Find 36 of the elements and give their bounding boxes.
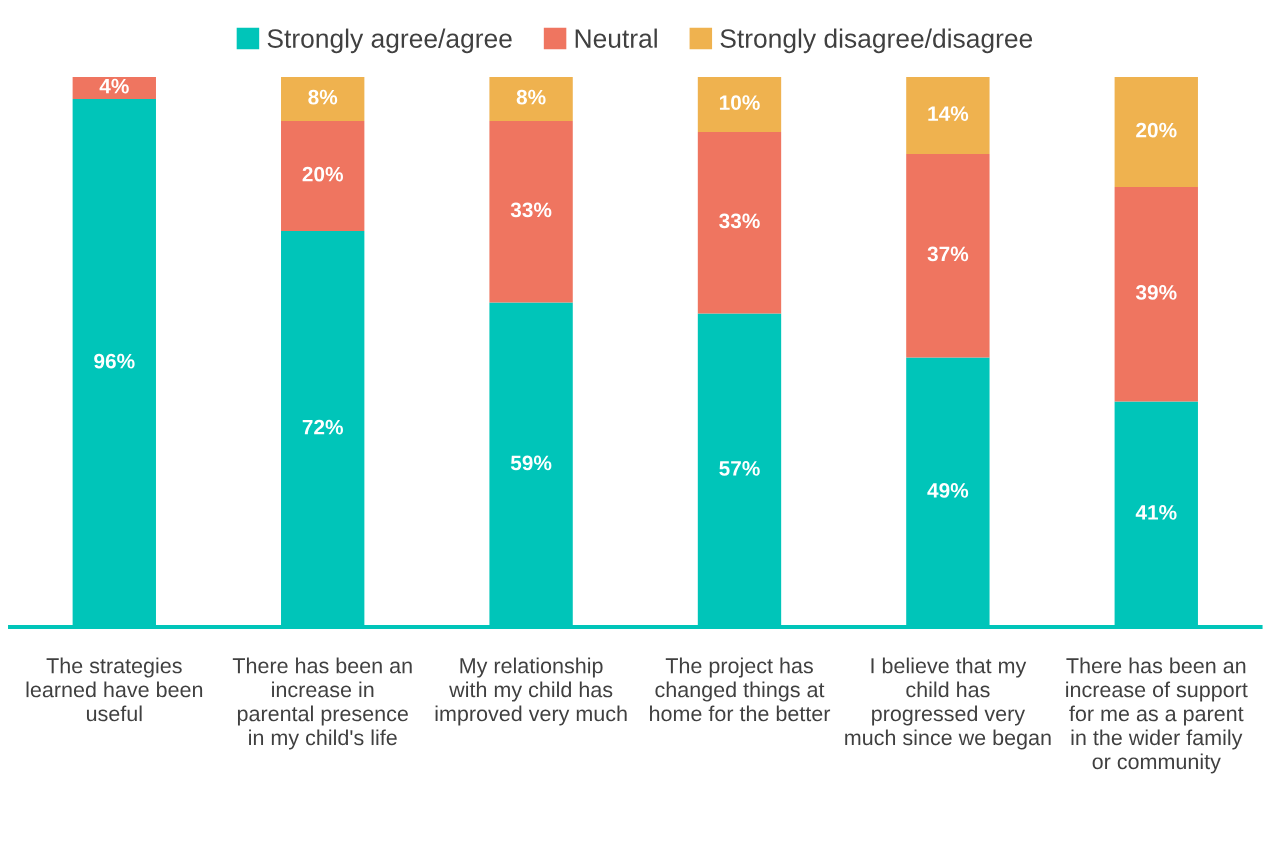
data-label: 33% bbox=[510, 202, 552, 218]
bar bbox=[1114, 186, 1198, 402]
x-tick-label: There has been an increase of support for me as a parent in the wider family or community bbox=[1066, 657, 1248, 774]
data-label: 10% bbox=[719, 95, 760, 110]
x-tick-label: I believe that my child has progressed very much since we began bbox=[845, 657, 1051, 750]
data-label: 4% bbox=[99, 78, 129, 94]
data-label: 72% bbox=[302, 419, 343, 435]
x-tick-label: My relationship with my child has improved very much bbox=[435, 657, 627, 726]
bar bbox=[906, 76, 990, 154]
x-tick-label: There has been an increase in parental presence in my child's life bbox=[232, 657, 412, 750]
data-label: 39% bbox=[1135, 285, 1177, 300]
data-label: 33% bbox=[719, 213, 760, 229]
data-label: 20% bbox=[302, 166, 343, 182]
bar bbox=[281, 120, 365, 231]
data-label: 41% bbox=[1135, 505, 1177, 520]
data-label: 14% bbox=[928, 106, 969, 121]
bar bbox=[489, 76, 573, 121]
bar bbox=[281, 76, 365, 121]
data-label: 8% bbox=[308, 89, 338, 105]
legend-label: Strongly agree/agree bbox=[267, 28, 512, 54]
x-tick-label: The strategies learned have been useful bbox=[26, 657, 203, 722]
data-label: 49% bbox=[927, 483, 969, 498]
x-tick-label: The project has changed things at home for the better bbox=[650, 657, 831, 722]
bar bbox=[906, 153, 990, 358]
data-label: 59% bbox=[510, 455, 552, 471]
data-label: 57% bbox=[719, 461, 760, 476]
bar bbox=[1114, 76, 1198, 187]
legend-label: Strongly disagree/disagree bbox=[720, 28, 1033, 54]
bar bbox=[489, 120, 573, 303]
data-label: 96% bbox=[94, 353, 135, 369]
legend-label: Neutral bbox=[575, 28, 657, 48]
data-label: 8% bbox=[516, 89, 546, 105]
data-label: 20% bbox=[1136, 122, 1177, 138]
bar bbox=[697, 131, 782, 314]
data-label: 37% bbox=[927, 246, 969, 262]
bar bbox=[697, 76, 782, 132]
